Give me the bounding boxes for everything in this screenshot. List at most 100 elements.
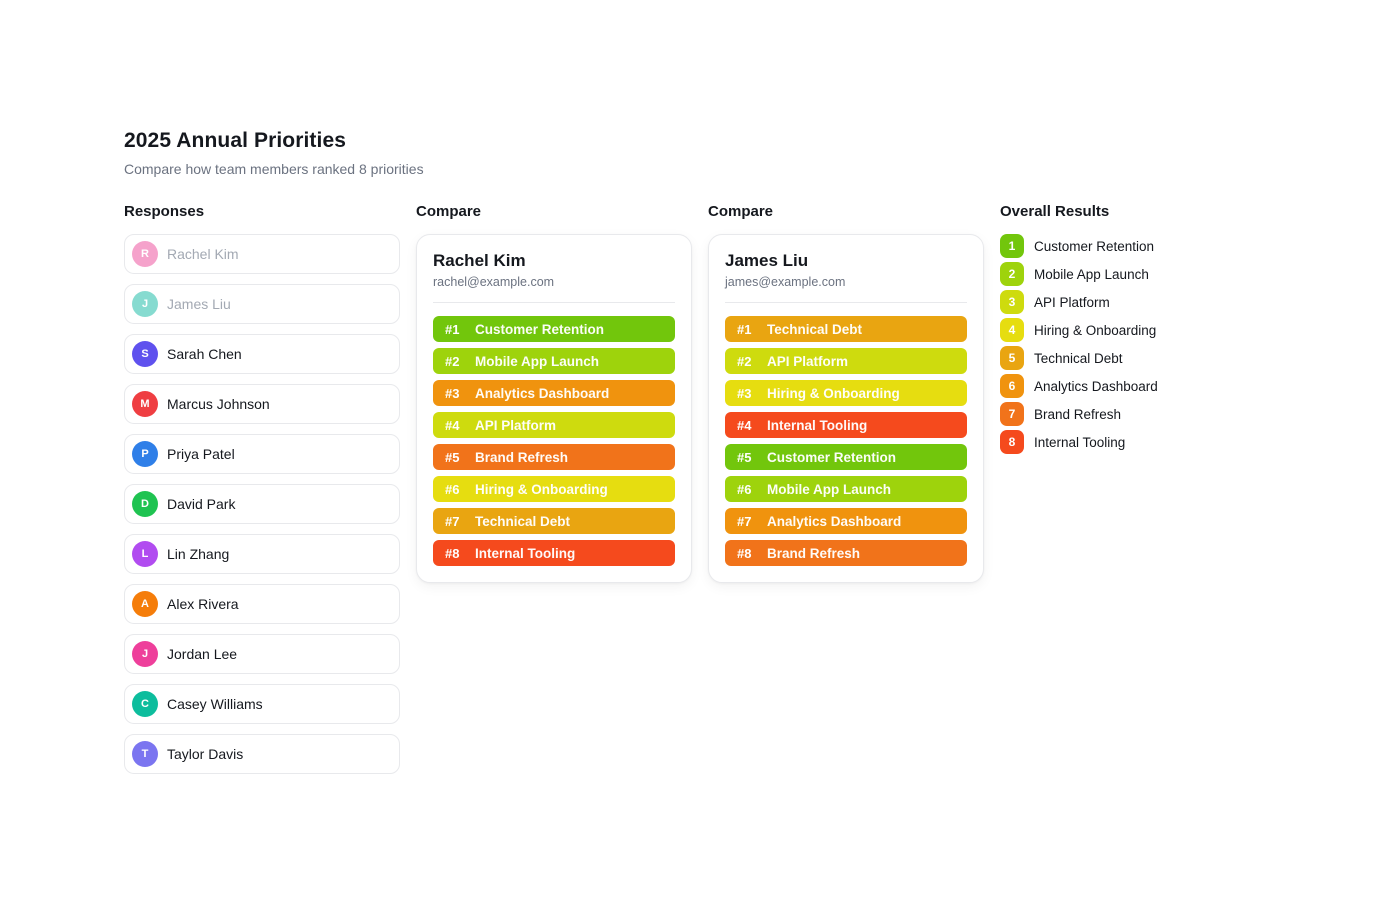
avatar: M xyxy=(132,391,158,417)
ranking-label: Internal Tooling xyxy=(475,545,576,561)
rank-badge: 6 xyxy=(1000,374,1024,398)
priority-label: Customer Retention xyxy=(1034,238,1155,254)
rank-badge: 8 xyxy=(1000,430,1024,454)
page-title: 2025 Annual Priorities xyxy=(124,129,347,152)
ranking-bar: #4 API Platform xyxy=(433,412,675,438)
overall-result-row: 4 Hiring & Onboarding xyxy=(1000,318,1276,342)
avatar: D xyxy=(132,491,158,517)
ranking-bar: #6 Mobile App Launch xyxy=(725,476,967,502)
member-name: Casey Williams xyxy=(167,696,263,712)
ranking-rank: #5 xyxy=(445,449,460,465)
avatar: L xyxy=(132,541,158,567)
ranking-bar: #3 Hiring & Onboarding xyxy=(725,380,967,406)
ranking-label: Customer Retention xyxy=(767,449,897,465)
ranking-label: Analytics Dashboard xyxy=(767,513,902,529)
overall-result-row: 7 Brand Refresh xyxy=(1000,402,1276,426)
ranking-label: Technical Debt xyxy=(475,513,571,529)
response-item[interactable]: J Jordan Lee xyxy=(124,634,400,674)
rankings-list: #1 Customer Retention #2 Mobile App Launch #… xyxy=(433,316,675,566)
avatar: R xyxy=(132,241,158,267)
response-item[interactable]: A Alex Rivera xyxy=(124,584,400,624)
ranking-bar: #8 Internal Tooling xyxy=(433,540,675,566)
divider xyxy=(725,302,967,303)
response-item[interactable]: M Marcus Johnson xyxy=(124,384,400,424)
priority-label: API Platform xyxy=(1034,294,1110,310)
ranking-rank: #1 xyxy=(737,321,752,337)
ranking-rank: #4 xyxy=(737,417,752,433)
avatar: A xyxy=(132,591,158,617)
member-name: James Liu xyxy=(167,296,231,312)
avatar: S xyxy=(132,341,158,367)
priority-label: Hiring & Onboarding xyxy=(1034,322,1157,338)
ranking-rank: #6 xyxy=(445,481,460,497)
ranking-label: Analytics Dashboard xyxy=(475,385,610,401)
ranking-label: API Platform xyxy=(475,417,557,433)
response-item[interactable]: J James Liu xyxy=(124,284,400,324)
ranking-bar: #5 Customer Retention xyxy=(725,444,967,470)
avatar: J xyxy=(132,641,158,667)
ranking-label: Brand Refresh xyxy=(767,545,861,561)
member-name: Sarah Chen xyxy=(167,346,242,362)
overall-result-row: 1 Customer Retention xyxy=(1000,234,1276,258)
member-name: Lin Zhang xyxy=(167,546,230,562)
member-name: David Park xyxy=(167,496,236,512)
page: 2025 Annual Priorities Compare how team … xyxy=(124,129,1276,784)
ranking-label: Brand Refresh xyxy=(475,449,569,465)
compare-column-1: Compare Rachel Kim rachel@example.com #1… xyxy=(416,203,692,583)
ranking-bar: #6 Hiring & Onboarding xyxy=(433,476,675,502)
member-name: Marcus Johnson xyxy=(167,396,270,412)
avatar: J xyxy=(132,291,158,317)
ranking-bar: #2 Mobile App Launch xyxy=(433,348,675,374)
overall-results-list: 1 Customer Retention 2 Mobile App Launch 3 AP… xyxy=(1000,234,1276,454)
rank-badge: 4 xyxy=(1000,318,1024,342)
avatar: T xyxy=(132,741,158,767)
overall-result-row: 8 Internal Tooling xyxy=(1000,430,1276,454)
ranking-rank: #7 xyxy=(445,513,460,529)
ranking-rank: #1 xyxy=(445,321,460,337)
ranking-bar: #5 Brand Refresh xyxy=(433,444,675,470)
ranking-bar: #7 Technical Debt xyxy=(433,508,675,534)
ranking-rank: #3 xyxy=(445,385,460,401)
ranking-label: Hiring & Onboarding xyxy=(767,385,900,401)
ranking-bar: #4 Internal Tooling xyxy=(725,412,967,438)
compare-header-2: Compare xyxy=(708,203,774,220)
ranking-rank: #3 xyxy=(737,385,752,401)
ranking-label: Mobile App Launch xyxy=(475,353,599,369)
ranking-label: Technical Debt xyxy=(767,321,863,337)
compare-card-name: James Liu xyxy=(725,251,809,270)
compare-card-james: James Liu james@example.com #1 Technical … xyxy=(708,234,984,583)
compare-column-2: Compare James Liu james@example.com #1 Te… xyxy=(708,203,984,583)
response-item[interactable]: L Lin Zhang xyxy=(124,534,400,574)
response-item[interactable]: P Priya Patel xyxy=(124,434,400,474)
overall-result-row: 5 Technical Debt xyxy=(1000,346,1276,370)
response-item[interactable]: T Taylor Davis xyxy=(124,734,400,774)
ranking-bar: #2 API Platform xyxy=(725,348,967,374)
ranking-label: Hiring & Onboarding xyxy=(475,481,608,497)
compare-card-email: james@example.com xyxy=(725,275,846,289)
priority-label: Analytics Dashboard xyxy=(1034,378,1158,394)
priority-label: Brand Refresh xyxy=(1034,406,1122,422)
priority-label: Technical Debt xyxy=(1034,350,1123,366)
response-item[interactable]: R Rachel Kim xyxy=(124,234,400,274)
rankings-list: #1 Technical Debt #2 API Platform #3 Hiring &… xyxy=(725,316,967,566)
overall-result-row: 6 Analytics Dashboard xyxy=(1000,374,1276,398)
ranking-rank: #8 xyxy=(445,545,460,561)
avatar: C xyxy=(132,691,158,717)
ranking-bar: #1 Customer Retention xyxy=(433,316,675,342)
page-subtitle: Compare how team members ranked 8 priori… xyxy=(124,161,424,177)
response-item[interactable]: D David Park xyxy=(124,484,400,524)
responses-column: Responses R Rachel Kim J James Liu S Sarah Ch… xyxy=(124,203,400,784)
ranking-label: Internal Tooling xyxy=(767,417,868,433)
member-name: Jordan Lee xyxy=(167,646,238,662)
response-item[interactable]: C Casey Williams xyxy=(124,684,400,724)
member-name: Priya Patel xyxy=(167,446,235,462)
ranking-bar: #7 Analytics Dashboard xyxy=(725,508,967,534)
ranking-rank: #7 xyxy=(737,513,752,529)
overall-results-header: Overall Results xyxy=(1000,203,1110,220)
avatar: P xyxy=(132,441,158,467)
response-item[interactable]: S Sarah Chen xyxy=(124,334,400,374)
compare-card-rachel: Rachel Kim rachel@example.com #1 Customer… xyxy=(416,234,692,583)
ranking-rank: #8 xyxy=(737,545,752,561)
overall-result-row: 2 Mobile App Launch xyxy=(1000,262,1276,286)
priority-label: Internal Tooling xyxy=(1034,434,1126,450)
